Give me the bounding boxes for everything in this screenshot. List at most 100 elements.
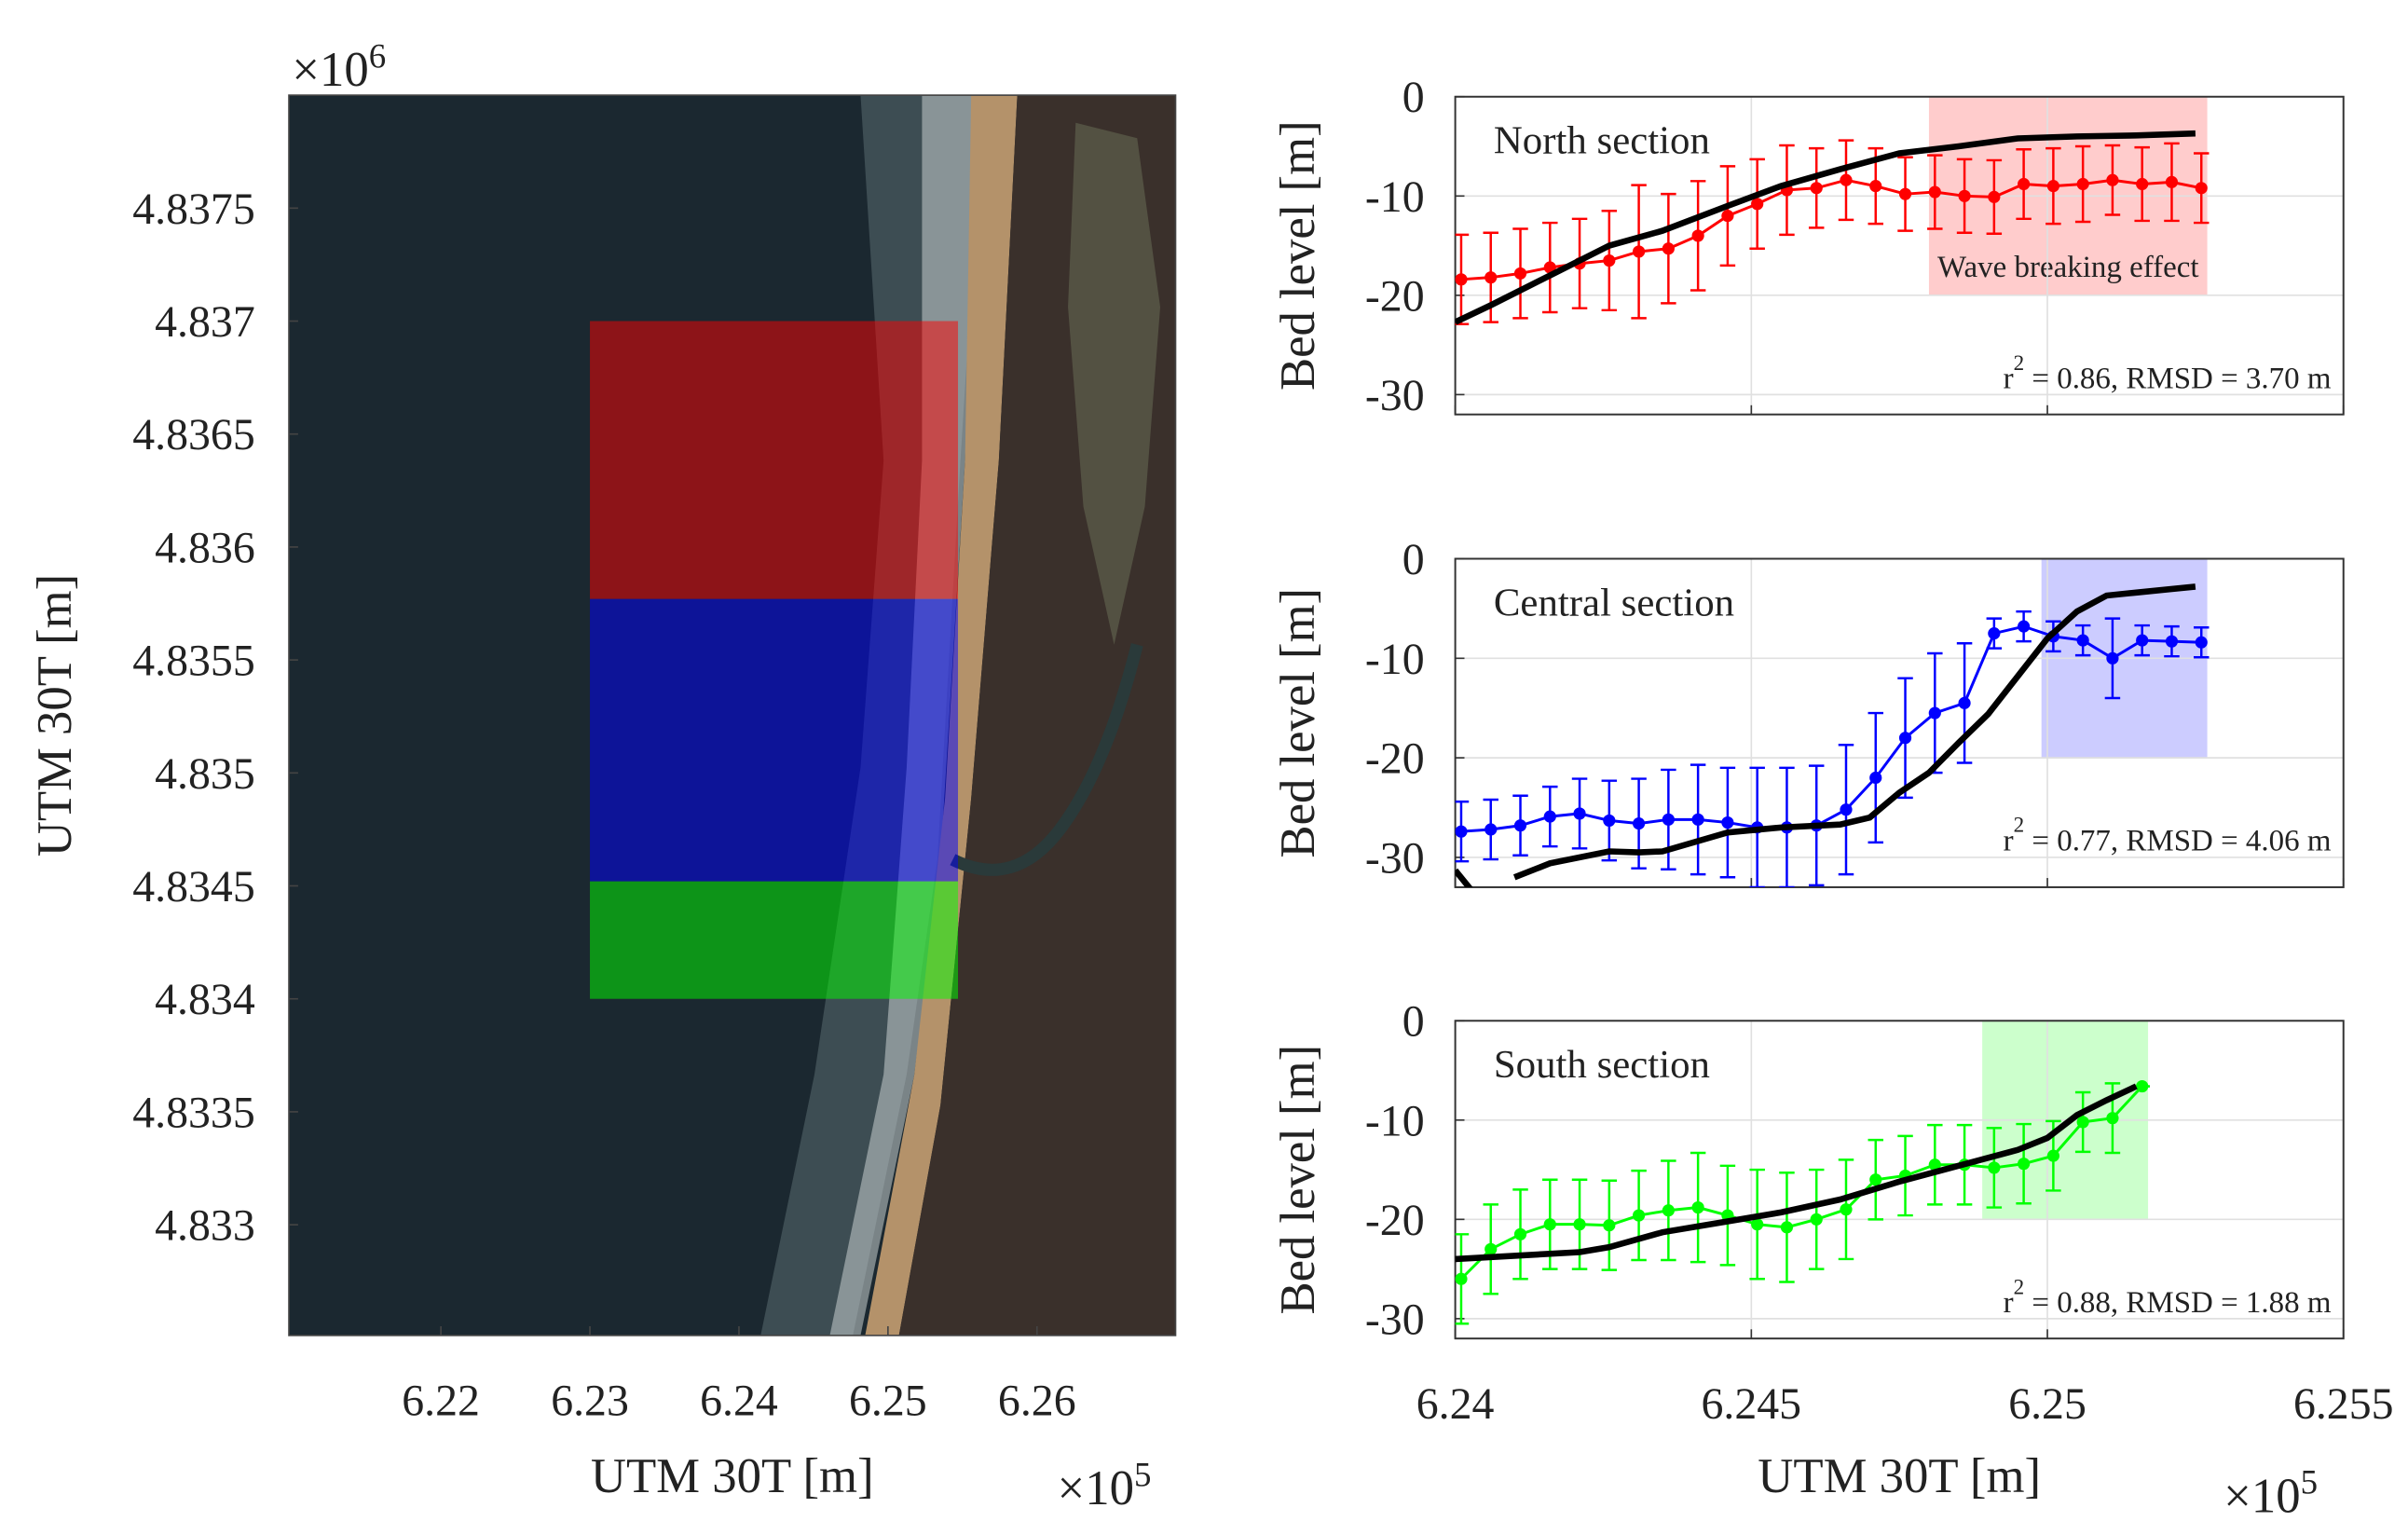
y-axis-label: UTM 30T [m] [28, 574, 82, 857]
section-title: South section [1494, 1043, 1710, 1087]
y-axis-label: Bed level [m] [1271, 588, 1325, 858]
point [2076, 634, 2089, 647]
region [590, 598, 959, 882]
point [2136, 634, 2149, 647]
point [1484, 271, 1498, 284]
section-title: North section [1494, 119, 1710, 163]
series [1455, 1079, 2150, 1325]
x-multiplier-exponent: 5 [1134, 1455, 1151, 1493]
stats-base: r [2004, 363, 2014, 396]
x-tick-label: 6.23 [551, 1377, 629, 1426]
point [1632, 245, 1646, 258]
x-axis-label: UTM 30T [m] [591, 1449, 874, 1503]
point [2076, 177, 2089, 191]
point [1869, 771, 1882, 785]
point [1898, 187, 1912, 200]
y-tick-label: 4.836 [155, 523, 255, 572]
point [1780, 1221, 1794, 1234]
point [1632, 1209, 1646, 1222]
point [2018, 620, 2031, 633]
point [1810, 1213, 1823, 1226]
y-tick-label: -10 [1365, 172, 1425, 222]
point [2018, 177, 2031, 191]
point [1721, 210, 1734, 223]
x-multiplier-base: ×10 [1058, 1461, 1135, 1515]
point [2165, 175, 2179, 188]
plot-frame [1454, 557, 2345, 888]
point [1662, 242, 1675, 255]
y-tick-label: -30 [1365, 371, 1425, 420]
y-tick-label: -30 [1365, 1295, 1425, 1344]
y-tick-label: -10 [1365, 1096, 1425, 1145]
y-multiplier-exponent: 6 [369, 36, 386, 75]
x-multiplier: ×105 [2223, 1463, 2318, 1524]
x-tick-label: 6.255 [2293, 1379, 2394, 1429]
x-multiplier-base: ×10 [2223, 1469, 2301, 1523]
y-multiplier: ×106 [292, 36, 386, 97]
point [1869, 1173, 1882, 1186]
series [1455, 130, 2196, 325]
point [1988, 627, 2001, 640]
point [1810, 182, 1823, 195]
highlight-label: Wave breaking effect [1937, 251, 2199, 284]
x-tick-label: 6.24 [1416, 1379, 1495, 1429]
point [1928, 706, 1941, 720]
stats: r2 = 0.86, RMSD = 3.70 m [2004, 350, 2332, 396]
y-tick-label: 0 [1402, 535, 1425, 584]
x-tick-label: 6.245 [1702, 1379, 1802, 1429]
point [1513, 819, 1527, 832]
stats: r2 = 0.77, RMSD = 4.06 m [2004, 813, 2332, 858]
y-axis-label: Bed level [m] [1271, 120, 1325, 391]
point [1988, 190, 2001, 203]
x-tick-label: 6.26 [998, 1377, 1076, 1426]
y-tick-label: 0 [1402, 73, 1425, 122]
region [590, 881, 959, 999]
point [1573, 807, 1586, 820]
y-multiplier-base: ×10 [292, 43, 369, 97]
point [2076, 1116, 2089, 1129]
point [2046, 180, 2059, 193]
stats-base: r [2004, 824, 2014, 857]
point [1691, 229, 1704, 242]
point [1543, 1218, 1556, 1231]
point [2136, 177, 2149, 191]
point [1484, 823, 1498, 836]
point [1898, 732, 1912, 745]
point [1662, 813, 1675, 826]
point [1455, 825, 1468, 838]
y-tick-label: -30 [1365, 833, 1425, 883]
point [1840, 173, 1853, 186]
point [1455, 273, 1468, 286]
point [2136, 1079, 2149, 1093]
y-tick-label: 4.834 [155, 975, 255, 1024]
point [1573, 1218, 1586, 1231]
region [590, 321, 959, 599]
stats-text: = 0.86, RMSD = 3.70 m [2024, 363, 2332, 396]
point [1603, 254, 1616, 267]
point [2018, 1158, 2031, 1171]
point [1928, 185, 1941, 199]
point [1603, 1219, 1616, 1232]
point [2106, 1112, 2119, 1125]
y-tick-label: -20 [1365, 734, 1425, 784]
stats-text: = 0.77, RMSD = 4.06 m [2024, 824, 2332, 857]
stats-exponent: 2 [2014, 1274, 2025, 1298]
plot-frame [1454, 1020, 2345, 1340]
y-tick-label: 4.8345 [132, 862, 254, 911]
x-tick-label: 6.22 [402, 1377, 480, 1426]
point [2106, 173, 2119, 186]
point [1603, 814, 1616, 827]
point [2195, 182, 2208, 195]
y-tick-label: 4.8365 [132, 410, 254, 459]
y-tick-label: -20 [1365, 1196, 1425, 1245]
y-tick-label: 4.8355 [132, 637, 254, 686]
y-tick-label: 4.8335 [132, 1088, 254, 1137]
y-tick-label: 4.835 [155, 749, 255, 799]
stats: r2 = 0.88, RMSD = 1.88 m [2004, 1274, 2332, 1320]
y-tick-label: 4.833 [155, 1201, 255, 1251]
y-tick-label: -10 [1365, 635, 1425, 684]
point [1513, 1227, 1527, 1240]
section-title: Central section [1494, 581, 1734, 624]
point [1691, 1200, 1704, 1214]
stats-base: r [2004, 1286, 2014, 1320]
